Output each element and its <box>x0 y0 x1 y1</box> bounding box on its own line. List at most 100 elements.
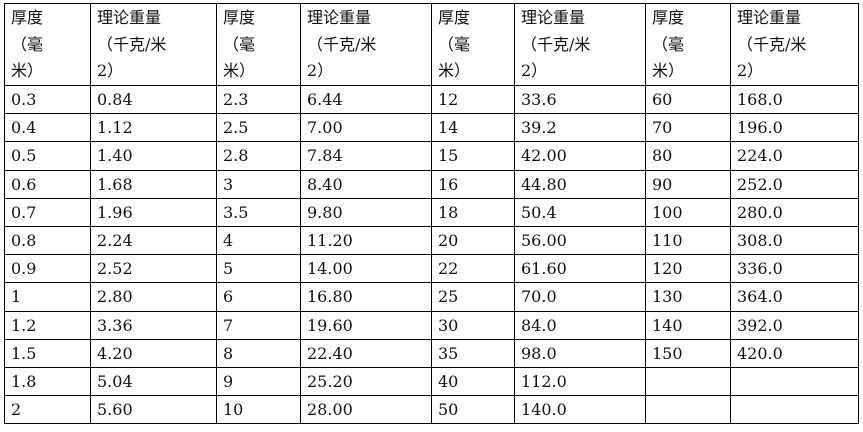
weight-cell: 2.24 <box>90 225 217 256</box>
weight-cell: 0.84 <box>90 84 217 115</box>
header-line: 米） <box>223 61 256 80</box>
weight-cell: 42.00 <box>514 141 646 171</box>
thickness-cell: 14 <box>431 113 515 143</box>
header-line: 理论重量 <box>737 8 802 27</box>
thickness-cell: 0.9 <box>4 254 91 284</box>
header-theoretical-weight: 理论重量 （千克/米 2） <box>514 3 646 86</box>
weight-cell: 392.0 <box>730 310 859 340</box>
weight-cell: 61.60 <box>514 254 646 284</box>
thickness-cell: 15 <box>431 141 515 171</box>
thickness-cell: 0.8 <box>4 225 91 256</box>
thickness-cell: 2.8 <box>216 141 301 171</box>
weight-cell: 140.0 <box>514 395 646 425</box>
weight-cell: 3.36 <box>90 310 217 340</box>
thickness-cell: 1 <box>4 282 91 312</box>
thickness-cell: 22 <box>431 254 515 284</box>
header-line: 米） <box>652 61 685 80</box>
thickness-cell: 5 <box>216 254 301 284</box>
thickness-cell: 2.3 <box>216 84 301 115</box>
weight-cell: 336.0 <box>730 254 859 284</box>
weight-cell: 14.00 <box>300 254 432 284</box>
header-line: 厚度 <box>652 8 685 27</box>
weight-cell: 1.68 <box>90 169 217 199</box>
header-line: （千克/米 <box>97 34 167 54</box>
weight-cell: 16.80 <box>300 282 432 312</box>
weight-cell: 8.40 <box>300 169 432 199</box>
weight-cell: 33.6 <box>514 84 646 115</box>
table-row: 2 5.60 10 28.00 50 140.0 <box>4 395 859 425</box>
weight-cell: 364.0 <box>730 282 859 312</box>
weight-cell: 168.0 <box>730 84 859 115</box>
thickness-cell: 10 <box>216 395 301 425</box>
header-line: 厚度 <box>223 8 256 27</box>
thickness-cell: 130 <box>645 282 731 312</box>
weight-cell: 420.0 <box>730 338 859 368</box>
weight-cell: 1.12 <box>90 113 217 143</box>
thickness-cell: 2 <box>4 395 91 425</box>
thickness-cell <box>645 395 731 425</box>
thickness-cell: 60 <box>645 84 731 115</box>
thickness-cell: 3 <box>216 169 301 199</box>
header-thickness-mm: 厚度 （毫米） <box>4 3 91 86</box>
thickness-cell: 3.5 <box>216 197 301 227</box>
table-row: 0.3 0.84 2.3 6.44 12 33.6 60 168.0 <box>4 84 859 115</box>
header-line: 理论重量 <box>307 8 372 27</box>
thickness-cell: 9 <box>216 366 301 397</box>
thickness-cell: 35 <box>431 338 515 368</box>
weight-cell: 19.60 <box>300 310 432 340</box>
thickness-cell: 8 <box>216 338 301 368</box>
header-line: （毫 <box>11 34 44 54</box>
table-row: 0.9 2.52 5 14.00 22 61.60 120 336.0 <box>4 254 859 284</box>
header-line: 理论重量 <box>97 8 162 27</box>
header-line: 米） <box>438 61 471 80</box>
header-line: （毫 <box>438 34 471 54</box>
weight-cell: 7.00 <box>300 113 432 143</box>
table-row: 1.8 5.04 9 25.20 40 112.0 <box>4 366 859 397</box>
weight-cell: 5.04 <box>90 366 217 397</box>
thickness-cell: 20 <box>431 225 515 256</box>
header-line: （毫 <box>652 34 685 54</box>
weight-cell: 44.80 <box>514 169 646 199</box>
weight-cell: 4.20 <box>90 338 217 368</box>
weight-cell <box>730 366 859 397</box>
thickness-weight-table: 厚度 （毫米） 理论重量 （千克/米 2） 厚度 （毫米） 理论重量 （千克/米 2） 厚度 （毫米）… <box>4 3 859 425</box>
table-row: 1 2.80 6 16.80 25 70.0 130 364.0 <box>4 282 859 312</box>
header-theoretical-weight: 理论重量 （千克/米 2） <box>730 3 859 86</box>
weight-cell: 5.60 <box>90 395 217 425</box>
thickness-cell: 90 <box>645 169 731 199</box>
thickness-cell: 2.5 <box>216 113 301 143</box>
header-line: 2） <box>737 61 764 80</box>
header-row: 厚度 （毫米） 理论重量 （千克/米 2） 厚度 （毫米） 理论重量 （千克/米 2） 厚度 （毫米）… <box>4 3 859 86</box>
table-row: 1.5 4.20 8 22.40 35 98.0 150 420.0 <box>4 338 859 368</box>
header-theoretical-weight: 理论重量 （千克/米 2） <box>300 3 432 86</box>
weight-cell: 252.0 <box>730 169 859 199</box>
weight-cell: 11.20 <box>300 225 432 256</box>
weight-cell: 280.0 <box>730 197 859 227</box>
thickness-cell: 7 <box>216 310 301 340</box>
weight-cell: 6.44 <box>300 84 432 115</box>
thickness-cell: 0.4 <box>4 113 91 143</box>
weight-cell: 9.80 <box>300 197 432 227</box>
thickness-cell: 110 <box>645 225 731 256</box>
thickness-cell: 4 <box>216 225 301 256</box>
table-row: 0.4 1.12 2.5 7.00 14 39.2 70 196.0 <box>4 113 859 143</box>
weight-cell: 2.80 <box>90 282 217 312</box>
table-row: 1.2 3.36 7 19.60 30 84.0 140 392.0 <box>4 310 859 340</box>
thickness-cell: 1.8 <box>4 366 91 397</box>
weight-cell: 7.84 <box>300 141 432 171</box>
header-line: （千克/米 <box>307 34 377 54</box>
thickness-cell: 6 <box>216 282 301 312</box>
header-theoretical-weight: 理论重量 （千克/米 2） <box>90 3 217 86</box>
thickness-cell: 70 <box>645 113 731 143</box>
weight-cell: 70.0 <box>514 282 646 312</box>
thickness-cell: 1.2 <box>4 310 91 340</box>
weight-cell: 50.4 <box>514 197 646 227</box>
header-line: 2） <box>97 61 124 80</box>
weight-cell: 56.00 <box>514 225 646 256</box>
header-line: 厚度 <box>11 8 44 27</box>
header-line: 2） <box>307 61 334 80</box>
header-line: 米） <box>11 61 44 80</box>
weight-cell: 98.0 <box>514 338 646 368</box>
thickness-cell: 100 <box>645 197 731 227</box>
header-line: （毫 <box>223 34 256 54</box>
